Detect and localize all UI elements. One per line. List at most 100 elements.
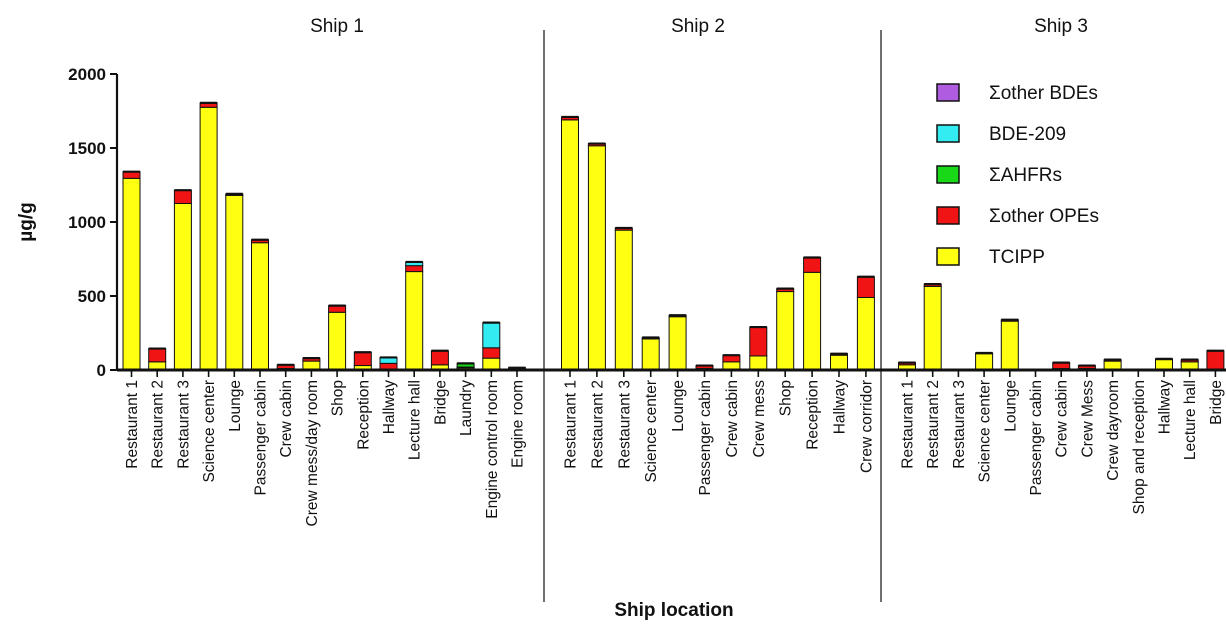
bar-segment [614,229,633,371]
bar-stack [353,351,372,371]
y-axis-title: µg/g [16,202,37,241]
bar-segment [251,242,269,371]
bar-stack [225,192,244,371]
category-label: Lecture hall [1182,380,1199,460]
bar-stack [587,142,606,371]
category-label: Crew dayroom [1105,380,1122,481]
bar-segment [975,353,994,371]
bar-stack [122,170,141,371]
group-title: Ship 2 [671,16,725,37]
category-label: Shop [330,380,347,416]
category-label: Lecture hall [407,380,424,460]
bar-stack [668,314,687,371]
category-label: Lounge [227,380,244,432]
bar-stack [148,347,167,371]
bar-stack [641,336,660,371]
category-label: Hallway [832,380,849,435]
bar-segment [379,362,398,370]
bar-segment [1206,350,1225,371]
bar-stack [1155,357,1173,371]
separator-layer [543,30,882,602]
legend-swatch [936,206,960,225]
bar-stack [405,260,424,371]
legend-swatch [936,124,960,143]
group-title: Ship 1 [310,16,364,37]
bar-segment [749,355,768,371]
category-label: Hallway [381,380,398,435]
category-label: Laundry [458,380,475,436]
bar-stack [776,287,795,371]
bar-segment [1155,359,1173,371]
category-label: Restaurant 1 [900,380,917,469]
category-label: Crew cabin [278,380,295,458]
category-label: Restaurant 2 [589,380,606,469]
bar-segment [199,106,218,371]
category-label: Lounge [1002,380,1019,432]
bar-segment [561,119,579,371]
bar-stack [379,356,398,371]
bar-segment [587,145,606,371]
bar-stack [830,352,848,371]
bar-stack [1206,349,1225,371]
bar-stack [975,351,994,371]
bar-segment [173,203,192,371]
bar-segment [856,296,875,371]
category-label: Science center [201,380,218,483]
category-label: Restaurant 3 [951,380,968,469]
bar-stack [302,357,321,371]
bar-stack [1000,318,1019,371]
bar-stack [328,304,347,371]
category-label: Passenger cabin [253,380,270,495]
bar-stack [614,226,633,371]
bar-stack [722,354,741,371]
bar-segment [405,265,424,273]
axes-layer: 0 500 1000 1500 2000 [68,65,1226,380]
category-label: Crew corridor [858,380,875,473]
category-label: Restaurant 2 [925,380,942,469]
category-label: Crew cabin [1054,380,1071,458]
category-label: Reception [355,380,372,450]
bar-segment [856,276,875,298]
category-label: Restaurant 1 [563,380,580,469]
bar-segment [749,326,768,357]
bar-segment [641,338,660,371]
bar-stack [430,349,449,371]
category-label: Lounge [670,380,687,432]
bar-stack [898,361,916,371]
category-label: Engine control room [484,380,501,519]
bar-segment [1000,320,1019,371]
category-label: Crew Mess [1079,380,1096,458]
category-label: Crew cabin [724,380,741,458]
category-label: Restaurant 1 [124,380,141,469]
category-label: Hallway [1157,380,1174,435]
category-label: Restaurant 2 [150,380,167,469]
bar-segment [353,351,372,367]
bar-segment [482,357,501,371]
group-title: Ship 3 [1034,16,1088,37]
bar-segment [668,316,687,371]
bar-segment [803,271,822,371]
category-label: Bridge [432,380,449,425]
legend-swatch [936,165,960,184]
bar-segment [328,311,347,371]
y-tick-label: 0 [97,361,106,380]
category-label: Engine room [510,380,527,468]
bar-segment [803,257,822,273]
legend-label: Σother OPEs [989,206,1099,227]
bar-segment [225,194,244,371]
legend-swatch [936,247,960,266]
legend-swatch [936,83,960,102]
category-label: Science center [643,380,660,483]
y-tick-label: 1000 [68,213,106,232]
category-label: Restaurant 3 [175,380,192,469]
category-label: Crew mess [751,380,768,458]
bar-segment [482,347,501,359]
bar-segment [148,348,167,363]
category-label: Shop and reception [1131,380,1148,514]
bar-stack [561,115,579,371]
legend-label: TCIPP [989,247,1045,268]
bar-segment [173,189,192,204]
bar-segment [405,271,424,371]
legend: Σother BDEs BDE-209 ΣAHFRs Σother OPEs TCIPP [936,83,1099,268]
